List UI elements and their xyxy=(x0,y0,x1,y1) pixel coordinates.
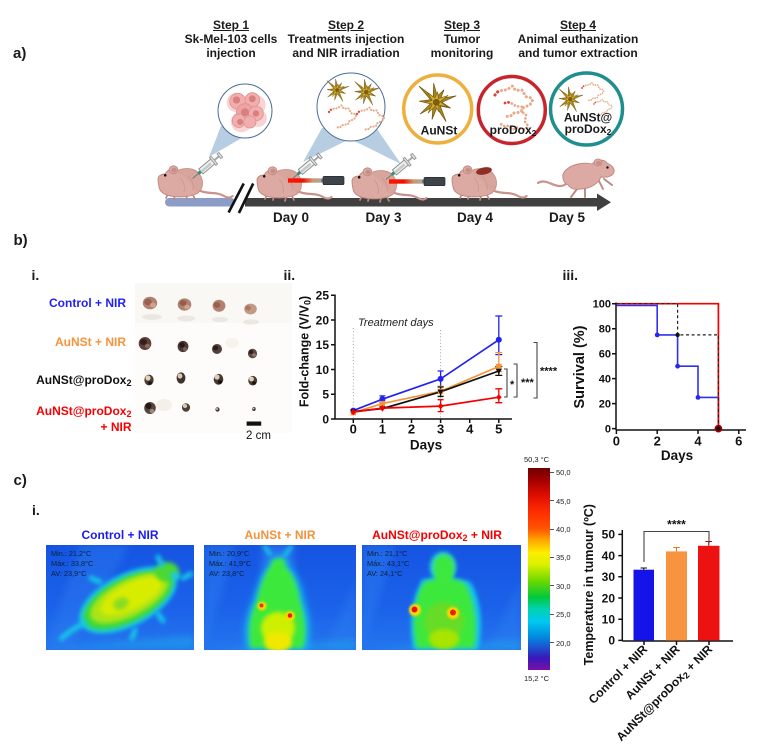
svg-text:2: 2 xyxy=(408,422,415,437)
svg-text:AV: 23,8°C: AV: 23,8°C xyxy=(209,569,244,578)
svg-text:30: 30 xyxy=(602,570,616,584)
svg-text:20: 20 xyxy=(316,313,330,327)
svg-text:Days: Days xyxy=(410,438,442,453)
svg-text:60: 60 xyxy=(599,349,611,361)
svg-text:5: 5 xyxy=(322,388,329,402)
svg-text:40: 40 xyxy=(599,374,611,386)
svg-text:AuNSt: AuNSt xyxy=(421,124,458,138)
svg-text:4: 4 xyxy=(694,434,702,449)
svg-text:AuNSt@: AuNSt@ xyxy=(564,111,612,125)
svg-text:20: 20 xyxy=(599,399,611,411)
svg-text:5: 5 xyxy=(495,422,502,437)
svg-text:10: 10 xyxy=(602,613,616,627)
svg-text:Days: Days xyxy=(661,448,693,463)
svg-text:0: 0 xyxy=(322,412,329,426)
svg-text:50: 50 xyxy=(602,528,616,542)
svg-text:AV: 23,9°C: AV: 23,9°C xyxy=(51,569,86,578)
svg-text:Máx.: 33,8°C: Máx.: 33,8°C xyxy=(51,559,93,568)
svg-text:0: 0 xyxy=(605,424,611,436)
svg-text:100: 100 xyxy=(593,299,611,311)
svg-text:proDox2: proDox2 xyxy=(490,123,537,138)
svg-text:Máx.: 41,9°C: Máx.: 41,9°C xyxy=(209,559,251,568)
svg-text:40: 40 xyxy=(602,549,616,563)
svg-text:0: 0 xyxy=(350,422,357,437)
svg-text:Máx.: 43,1°C: Máx.: 43,1°C xyxy=(367,559,409,568)
svg-text:10: 10 xyxy=(316,363,330,377)
svg-text:AV: 24,1°C: AV: 24,1°C xyxy=(367,569,402,578)
svg-text:1: 1 xyxy=(379,422,386,437)
svg-text:Fold-change (V/V0): Fold-change (V/V0) xyxy=(298,296,313,407)
svg-text:Min.: 20,9°C: Min.: 20,9°C xyxy=(209,549,249,558)
svg-text:4: 4 xyxy=(466,422,474,437)
svg-text:20: 20 xyxy=(602,591,616,605)
svg-text:****: **** xyxy=(540,366,558,378)
svg-text:3: 3 xyxy=(437,422,444,437)
svg-text:Survival (%): Survival (%) xyxy=(572,325,588,408)
svg-text:Min.: 21,1°C: Min.: 21,1°C xyxy=(367,549,407,558)
svg-text:****: **** xyxy=(667,518,686,532)
svg-text:80: 80 xyxy=(599,324,611,336)
svg-text:*: * xyxy=(510,379,515,391)
svg-text:6: 6 xyxy=(735,434,742,449)
svg-text:Temperature in tumour (ºC): Temperature in tumour (ºC) xyxy=(582,504,596,665)
svg-text:2: 2 xyxy=(654,434,661,449)
svg-text:2 cm: 2 cm xyxy=(246,430,271,442)
svg-text:***: *** xyxy=(521,377,535,389)
svg-text:15: 15 xyxy=(316,338,330,352)
svg-text:Min.: 21,2°C: Min.: 21,2°C xyxy=(51,549,91,558)
svg-text:Treatment days: Treatment days xyxy=(358,317,434,329)
svg-text:0: 0 xyxy=(613,434,620,449)
svg-text:0: 0 xyxy=(608,634,615,648)
svg-text:25: 25 xyxy=(316,289,330,303)
svg-text:proDox2: proDox2 xyxy=(565,122,612,137)
